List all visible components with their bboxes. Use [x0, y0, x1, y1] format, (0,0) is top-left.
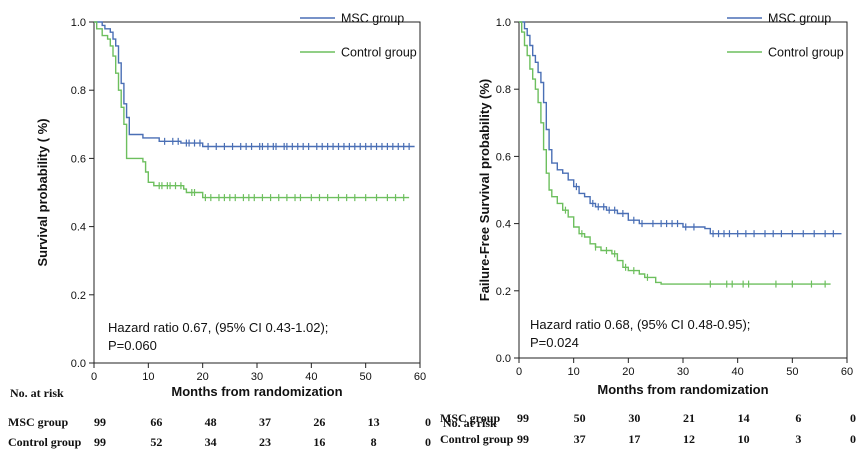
panel2-risk-value: 17 [628, 432, 640, 446]
panel1-x-tick-label: 0 [91, 371, 97, 383]
panel2-risk-value: 0 [850, 432, 856, 446]
panel1-risk-value: 99 [94, 415, 106, 429]
panel2-y-tick-label: 0.6 [496, 151, 511, 163]
panel2-y-tick-label: 0.2 [496, 286, 511, 298]
panel1-risk-value: 52 [150, 435, 162, 449]
panel1-y-tick-label: 0.0 [71, 358, 86, 370]
panel2-risk-value: 30 [628, 411, 640, 425]
panel1-risk-value: 0 [425, 435, 431, 449]
panel2-legend-label-msc-group: MSC group [768, 12, 831, 26]
panel1-risk-value: 48 [205, 415, 217, 429]
panel2-control-group-curve [519, 21, 831, 285]
panel1-x-tick-label: 60 [414, 371, 426, 383]
panel1-risk-value: 0 [425, 415, 431, 429]
panel1-x-tick-label: 20 [197, 371, 209, 383]
panel2-risk-row-label: Control group [440, 432, 514, 446]
panel1-y-tick-label: 1.0 [71, 17, 86, 29]
panel2-x-tick-label: 50 [786, 366, 798, 378]
panel1-risk-value: 8 [371, 435, 377, 449]
panel1-risk-value: 26 [313, 415, 325, 429]
panel1-risk-value: 34 [205, 435, 217, 449]
panel1-risk-value: 16 [313, 435, 325, 449]
panel1-msc-group-curve [94, 21, 415, 148]
panel2-x-tick-label: 10 [568, 366, 580, 378]
panel1-risk-value: 37 [259, 415, 271, 429]
panel2-risk-value: 6 [795, 411, 801, 425]
panel1-legend-label-msc-group: MSC group [341, 12, 404, 26]
panel2-y-tick-label: 1.0 [496, 17, 511, 29]
panel1-risk-value: 23 [259, 435, 271, 449]
panel2-x-axis-label: Months from randomization [597, 382, 768, 397]
panel2-x-tick-label: 20 [622, 366, 634, 378]
panel1-x-tick-label: 30 [251, 371, 263, 383]
panel1-risk-value: 66 [150, 415, 162, 429]
panel2-risk-value: 14 [738, 411, 750, 425]
panel2-x-tick-label: 0 [516, 366, 522, 378]
panel1-y-tick-label: 0.8 [71, 85, 86, 97]
panel2-risk-value: 12 [683, 432, 695, 446]
panel1-risk-value: 13 [368, 415, 380, 429]
panel2-y-tick-label: 0.4 [496, 219, 511, 231]
panel1-risk-row-label: MSC group [8, 415, 68, 429]
panel1-control-group-curve [94, 21, 410, 199]
panel2-risk-value: 21 [683, 411, 695, 425]
panel1-legend-label-control-group: Control group [341, 46, 417, 60]
panel1-p-value-text: P=0.060 [108, 338, 157, 353]
panel1-risk-table-header: No. at risk [10, 386, 64, 400]
panel2-risk-value: 99 [517, 432, 529, 446]
panel1-plot-frame [93, 21, 421, 364]
panel2-risk-value: 0 [850, 411, 856, 425]
panel2-risk-value: 3 [795, 432, 801, 446]
panel2-risk-value: 37 [574, 432, 586, 446]
panel2-risk-value: 99 [517, 411, 529, 425]
panel2-x-tick-label: 60 [841, 366, 853, 378]
panel2-legend-label-control-group: Control group [768, 46, 844, 60]
panel2-hazard-ratio-text: Hazard ratio 0.68, (95% CI 0.48-0.95); [530, 317, 750, 332]
panel2-x-tick-label: 40 [732, 366, 744, 378]
panel2-risk-row-label: MSC group [440, 411, 500, 425]
panel1-risk-value: 99 [94, 435, 106, 449]
panel2-risk-table-header: No. at risk [443, 416, 497, 430]
panel1-risk-row-label: Control group [8, 435, 82, 449]
panel2-plot-frame [518, 21, 848, 359]
panel2-y-tick-label: 0.8 [496, 84, 511, 96]
panel1-x-tick-label: 40 [305, 371, 317, 383]
panel2-y-tick-label: 0.0 [496, 353, 511, 365]
panel2-risk-value: 10 [738, 432, 750, 446]
panel2-risk-value: 50 [574, 411, 586, 425]
panel2-p-value-text: P=0.024 [530, 335, 579, 350]
panel1-x-tick-label: 50 [360, 371, 372, 383]
panel1-x-axis-label: Months from randomization [171, 384, 342, 399]
panel1-hazard-ratio-text: Hazard ratio 0.67, (95% CI 0.43-1.02); [108, 320, 328, 335]
panel1-y-tick-label: 0.6 [71, 153, 86, 165]
panel1-x-tick-label: 10 [142, 371, 154, 383]
panel1-y-tick-label: 0.2 [71, 290, 86, 302]
panel1-y-tick-label: 0.4 [71, 222, 86, 234]
panel2-msc-group-curve [519, 21, 842, 235]
panel1-y-axis-label: Survival probability ( %) [35, 118, 50, 266]
panel2-x-tick-label: 30 [677, 366, 689, 378]
panel2-y-axis-label: Failure-Free Survival probability (%) [477, 79, 492, 302]
